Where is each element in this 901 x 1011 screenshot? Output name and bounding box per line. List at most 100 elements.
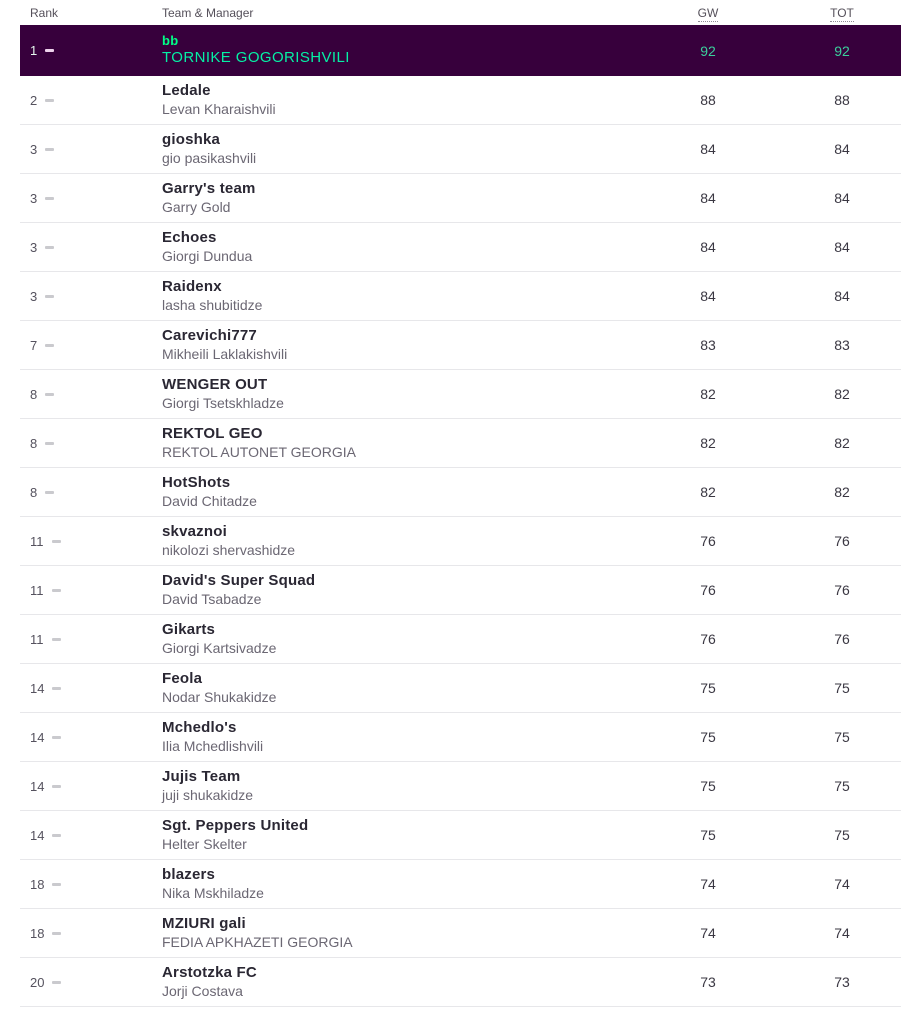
rank-cell: 11	[20, 632, 162, 647]
rank-cell: 14	[20, 779, 162, 794]
rank-cell: 14	[20, 828, 162, 843]
rank-number: 14	[30, 680, 45, 696]
movement-same-icon	[52, 686, 62, 690]
rank-number: 11	[30, 582, 44, 598]
movement-same-icon	[52, 735, 62, 739]
movement-same-icon	[45, 490, 55, 494]
rank-cell: 3	[20, 289, 162, 304]
team-name[interactable]: Feola	[162, 669, 203, 687]
tot-points: 84	[834, 288, 850, 304]
rank-cell: 18	[20, 877, 162, 892]
team-cell: Echoes Giorgi Dundua	[162, 229, 633, 265]
gw-points: 82	[700, 435, 716, 451]
column-header-tot: TOT	[783, 5, 901, 22]
team-name[interactable]: Garry's team	[162, 179, 256, 197]
team-name[interactable]: Carevichi777	[162, 326, 257, 344]
team-name[interactable]: MZIURI gali	[162, 914, 246, 932]
gw-points: 76	[700, 631, 716, 647]
team-name[interactable]: HotShots	[162, 473, 231, 491]
rank-number: 11	[30, 631, 44, 647]
table-row: 3 Echoes Giorgi Dundua 84 84	[20, 223, 901, 272]
team-cell: HotShots David Chitadze	[162, 474, 633, 510]
manager-name: David Tsabadze	[162, 591, 262, 608]
team-name[interactable]: Arstotzka FC	[162, 963, 257, 981]
team-cell: REKTOL GEO REKTOL AUTONET GEORGIA	[162, 425, 633, 461]
movement-same-icon	[45, 343, 55, 347]
rank-number: 3	[30, 288, 38, 304]
team-name[interactable]: REKTOL GEO	[162, 424, 263, 442]
rank-number: 14	[30, 827, 45, 843]
team-name[interactable]: skvaznoi	[162, 522, 227, 540]
tot-points: 84	[834, 239, 850, 255]
team-name[interactable]: Jujis Team	[162, 767, 241, 785]
team-cell: Garry's team Garry Gold	[162, 180, 633, 216]
gw-points: 75	[700, 827, 716, 843]
team-cell: WENGER OUT Giorgi Tsetskhladze	[162, 376, 633, 412]
team-name[interactable]: David's Super Squad	[162, 571, 316, 589]
tot-points: 84	[834, 190, 850, 206]
tot-points: 74	[834, 925, 850, 941]
team-cell: Gikarts Giorgi Kartsivadze	[162, 621, 633, 657]
rank-cell: 2	[20, 93, 162, 108]
gw-points: 75	[700, 680, 716, 696]
team-cell: Raidenx lasha shubitidze	[162, 278, 633, 314]
team-name[interactable]: Echoes	[162, 228, 217, 246]
rank-number: 7	[30, 337, 38, 353]
team-name[interactable]: gioshka	[162, 130, 221, 148]
rank-cell: 14	[20, 681, 162, 696]
movement-same-icon	[52, 833, 62, 837]
gw-points: 74	[700, 876, 716, 892]
team-name[interactable]: Ledale	[162, 81, 211, 99]
tot-points: 76	[834, 631, 850, 647]
team-name[interactable]: Raidenx	[162, 277, 222, 295]
tot-points: 76	[834, 533, 850, 549]
movement-same-icon	[52, 931, 62, 935]
tot-points: 84	[834, 141, 850, 157]
manager-name: Nodar Shukakidze	[162, 689, 277, 706]
manager-name: lasha shubitidze	[162, 297, 263, 314]
rank-cell: 1	[20, 43, 162, 58]
team-cell: Arstotzka FC Jorji Costava	[162, 964, 633, 1000]
movement-same-icon	[52, 784, 62, 788]
team-name[interactable]: bb	[162, 32, 179, 48]
tot-points: 82	[834, 386, 850, 402]
column-header-gw: GW	[633, 5, 783, 22]
rank-cell: 8	[20, 436, 162, 451]
manager-name: Giorgi Tsetskhladze	[162, 395, 284, 412]
gw-points: 84	[700, 141, 716, 157]
tot-abbreviation[interactable]: TOT	[830, 5, 854, 22]
manager-name: David Chitadze	[162, 493, 257, 510]
rank-number: 3	[30, 239, 38, 255]
team-name[interactable]: Sgt. Peppers United	[162, 816, 309, 834]
manager-name: Mikheili Laklakishvili	[162, 346, 288, 363]
gw-abbreviation[interactable]: GW	[697, 5, 719, 22]
rank-cell: 3	[20, 142, 162, 157]
gw-points: 84	[700, 288, 716, 304]
tot-points: 73	[834, 974, 850, 990]
team-name[interactable]: WENGER OUT	[162, 375, 268, 393]
team-name[interactable]: Gikarts	[162, 620, 216, 638]
rank-number: 2	[30, 92, 38, 108]
tot-points: 88	[834, 92, 850, 108]
gw-points: 82	[700, 386, 716, 402]
movement-same-icon	[45, 49, 55, 52]
manager-name: Nika Mskhiladze	[162, 885, 264, 902]
manager-name: gio pasikashvili	[162, 150, 257, 167]
gw-points: 76	[700, 582, 716, 598]
manager-name: nikolozi shervashidze	[162, 542, 296, 559]
team-name[interactable]: Mchedlo's	[162, 718, 237, 736]
table-row: 14 Sgt. Peppers United Helter Skelter 75…	[20, 811, 901, 860]
movement-same-icon	[45, 245, 55, 249]
table-body: 1 bb TORNIKE GOGORISHVILI 92 92 2 Ledale…	[20, 25, 901, 1007]
rank-cell: 8	[20, 387, 162, 402]
team-cell: skvaznoi nikolozi shervashidze	[162, 523, 633, 559]
team-cell: Feola Nodar Shukakidze	[162, 670, 633, 706]
team-cell: MZIURI gali FEDIA APKHAZETI GEORGIA	[162, 915, 633, 951]
tot-points: 75	[834, 827, 850, 843]
rank-cell: 11	[20, 583, 162, 598]
tot-points: 74	[834, 876, 850, 892]
rank-number: 3	[30, 141, 38, 157]
table-row: 3 Raidenx lasha shubitidze 84 84	[20, 272, 901, 321]
team-name[interactable]: blazers	[162, 865, 216, 883]
team-cell: Sgt. Peppers United Helter Skelter	[162, 817, 633, 853]
